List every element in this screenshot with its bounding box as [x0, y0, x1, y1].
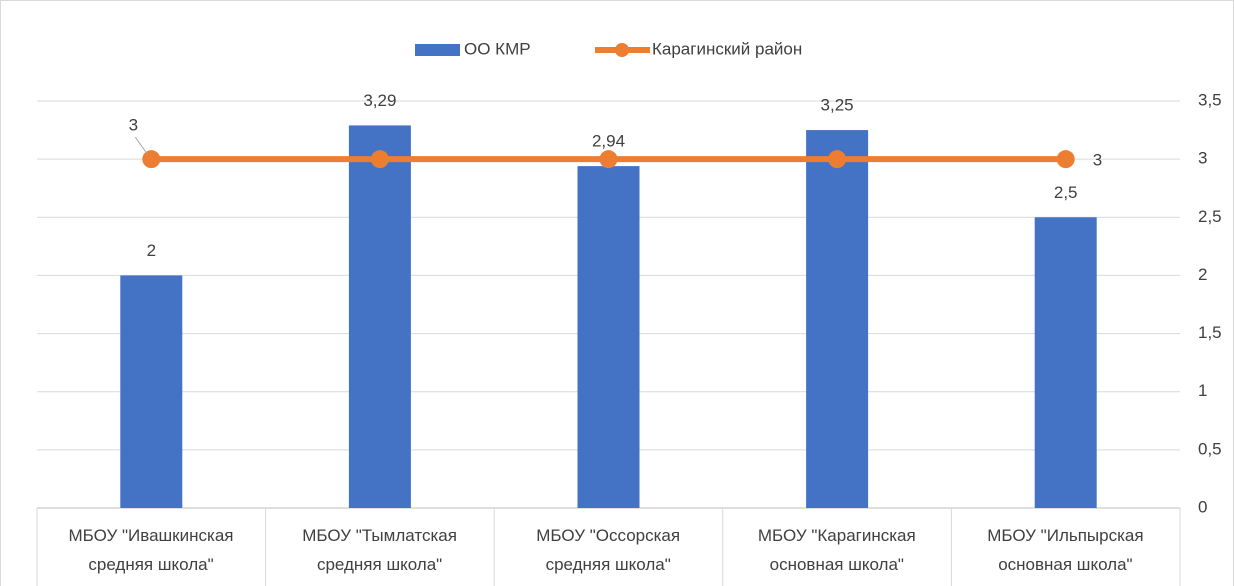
x-tick-label: МБОУ "Карагинская основная школа"	[757, 526, 916, 574]
line-marker	[1056, 150, 1075, 169]
x-tick-label: МБОУ "Ивашкинская средняя школа"	[68, 526, 234, 574]
line-marker	[599, 150, 618, 169]
line-marker	[828, 150, 847, 169]
x-tick-label: МБОУ "Ильпырская основная школа"	[987, 526, 1144, 574]
bar	[1034, 217, 1097, 509]
y-tick-label: 0,5	[1198, 439, 1222, 458]
y-tick-label: 0	[1198, 497, 1207, 516]
bar	[577, 166, 640, 508]
data-label: 3,25	[821, 96, 854, 115]
y-tick-label: 3	[1198, 149, 1207, 168]
data-label: 3	[129, 116, 138, 135]
bar	[806, 130, 869, 509]
x-tick-label: МБОУ "Тымлатская средняя школа"	[302, 526, 457, 574]
data-label: 3,29	[363, 91, 396, 110]
y-tick-label: 1,5	[1198, 323, 1222, 342]
legend-label: ОО КМР	[464, 39, 531, 58]
bar	[120, 275, 183, 508]
bar	[348, 125, 411, 509]
data-label: 3	[1093, 151, 1102, 170]
legend-swatch	[615, 43, 629, 57]
data-label: 2,94	[592, 132, 625, 151]
y-tick-label: 2,5	[1198, 207, 1222, 226]
y-tick-label: 3,5	[1198, 90, 1222, 109]
y-tick-label: 2	[1198, 265, 1207, 284]
x-tick-label: МБОУ "Оссорская средняя школа"	[536, 526, 681, 574]
legend-swatch	[415, 44, 460, 56]
line-marker	[142, 150, 161, 169]
data-label: 2,5	[1054, 183, 1078, 202]
line-marker	[370, 150, 389, 169]
data-label: 2	[147, 241, 156, 260]
y-tick-label: 1	[1198, 381, 1207, 400]
leader-line	[134, 136, 148, 155]
legend-label: Карагинский район	[652, 39, 802, 58]
